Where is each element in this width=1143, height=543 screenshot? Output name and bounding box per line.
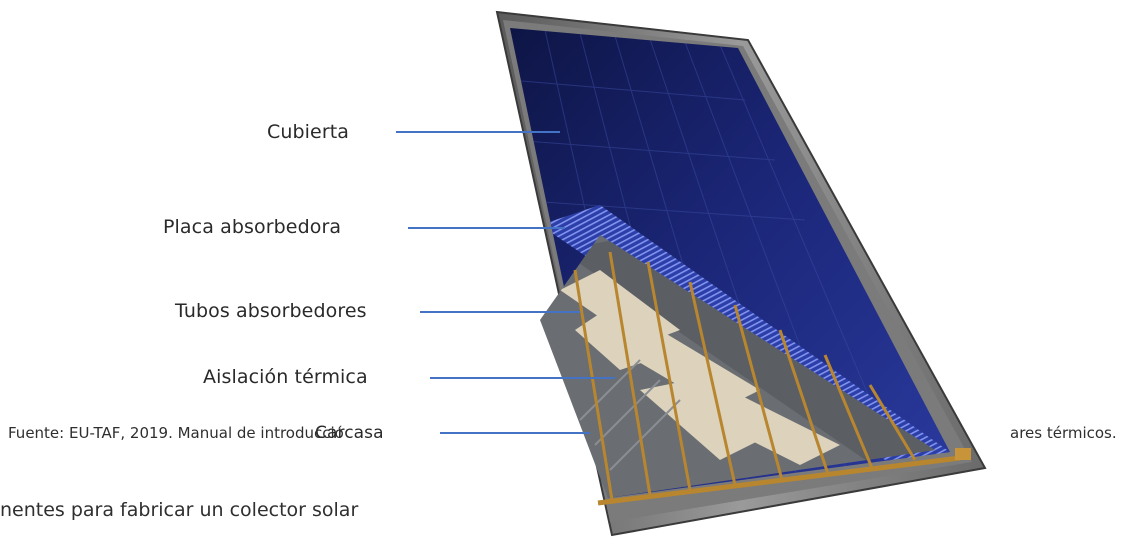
- label-insulation: Aislación térmica: [203, 366, 368, 388]
- absorber-tubes: [573, 251, 917, 501]
- copper-header: [597, 455, 961, 506]
- label-cover: Cubierta: [267, 121, 350, 143]
- label-casing: Carcasa: [315, 423, 384, 443]
- label-absorber-plate: Placa absorbedora: [163, 216, 342, 238]
- caption-fragment: nentes para fabricar un colector solar: [0, 499, 359, 521]
- leader-lines: [396, 131, 615, 434]
- source-citation-right: ares térmicos.: [1010, 424, 1117, 442]
- label-absorber-tubes: Tubos absorbedores: [175, 300, 367, 322]
- source-citation-left: Fuente: EU-TAF, 2019. Manual de introduc…: [8, 424, 344, 442]
- header-fitting: [955, 448, 971, 460]
